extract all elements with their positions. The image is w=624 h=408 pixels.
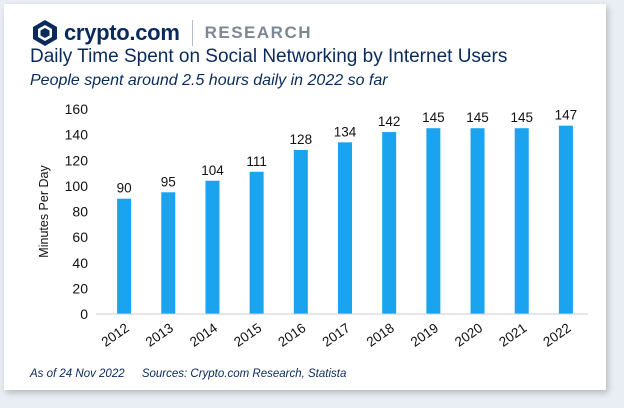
bar-2021: [514, 128, 529, 314]
sources-note: Sources: Crypto.com Research, Statista: [141, 368, 347, 380]
x-tick-label-2017: 2017: [320, 320, 353, 350]
bar-2012: [117, 198, 132, 314]
brand-name: crypto.com: [64, 20, 180, 45]
value-label-2019: 145: [422, 110, 445, 125]
y-tick-label: 40: [72, 255, 88, 271]
y-tick-label: 100: [65, 178, 89, 194]
x-tick-label-2012: 2012: [99, 320, 132, 350]
header-divider: [191, 20, 193, 46]
bar-2016: [293, 150, 308, 314]
bar-2022: [558, 125, 573, 314]
value-label-2016: 128: [290, 132, 313, 147]
y-tick-label: 20: [72, 280, 88, 296]
bar-2013: [161, 192, 176, 314]
y-tick-label: 140: [65, 127, 89, 143]
chart-card: crypto.com RESEARCH Daily Time Spent on …: [4, 4, 606, 390]
x-tick-label-2021: 2021: [496, 320, 529, 350]
x-tick-label-2015: 2015: [231, 320, 264, 350]
bar-chart: Minutes Per Day 0 20 40 60 80 100 120 140 160 90 20…: [37, 101, 588, 350]
bar-2018: [382, 132, 397, 314]
value-label-2012: 90: [117, 181, 132, 196]
chart-subtitle: People spent around 2.5 hours daily in 2…: [30, 72, 388, 89]
value-label-2018: 142: [378, 114, 401, 129]
x-tick-label-2013: 2013: [143, 320, 176, 350]
bar-2015: [249, 171, 264, 314]
crypto-com-logo-icon: [33, 20, 57, 46]
bar-2020: [470, 128, 485, 314]
bar-2019: [426, 128, 441, 314]
section-label: RESEARCH: [204, 23, 312, 42]
x-tick-label-2022: 2022: [540, 320, 573, 350]
date-note: As of 24 Nov 2022: [30, 368, 125, 380]
value-label-2015: 111: [246, 154, 267, 169]
value-label-2017: 134: [334, 124, 357, 139]
y-axis-label: Minutes Per Day: [37, 165, 51, 258]
x-tick-label-2019: 2019: [408, 320, 441, 350]
y-tick-label: 160: [65, 101, 89, 117]
x-tick-label-2014: 2014: [187, 320, 221, 350]
value-label-2014: 104: [201, 163, 224, 178]
x-tick-label-2020: 2020: [452, 320, 485, 350]
chart-footer: As of 24 Nov 2022 Sources: Crypto.com Re…: [30, 368, 346, 380]
chart-title: Daily Time Spent on Social Networking by…: [30, 46, 508, 67]
bar-2017: [338, 142, 352, 314]
y-tick-label: 120: [65, 152, 89, 168]
y-tick-label: 80: [72, 204, 88, 220]
y-tick-label: 0: [80, 306, 88, 322]
value-label-2021: 145: [510, 110, 533, 125]
value-label-2022: 147: [555, 108, 578, 123]
x-tick-label-2016: 2016: [275, 320, 308, 350]
value-label-2013: 95: [161, 174, 176, 189]
x-tick-label-2018: 2018: [364, 320, 397, 350]
bar-2014: [205, 180, 220, 314]
brand-header: crypto.com RESEARCH: [32, 16, 312, 50]
value-label-2020: 145: [466, 110, 489, 125]
y-tick-label: 60: [72, 229, 88, 245]
